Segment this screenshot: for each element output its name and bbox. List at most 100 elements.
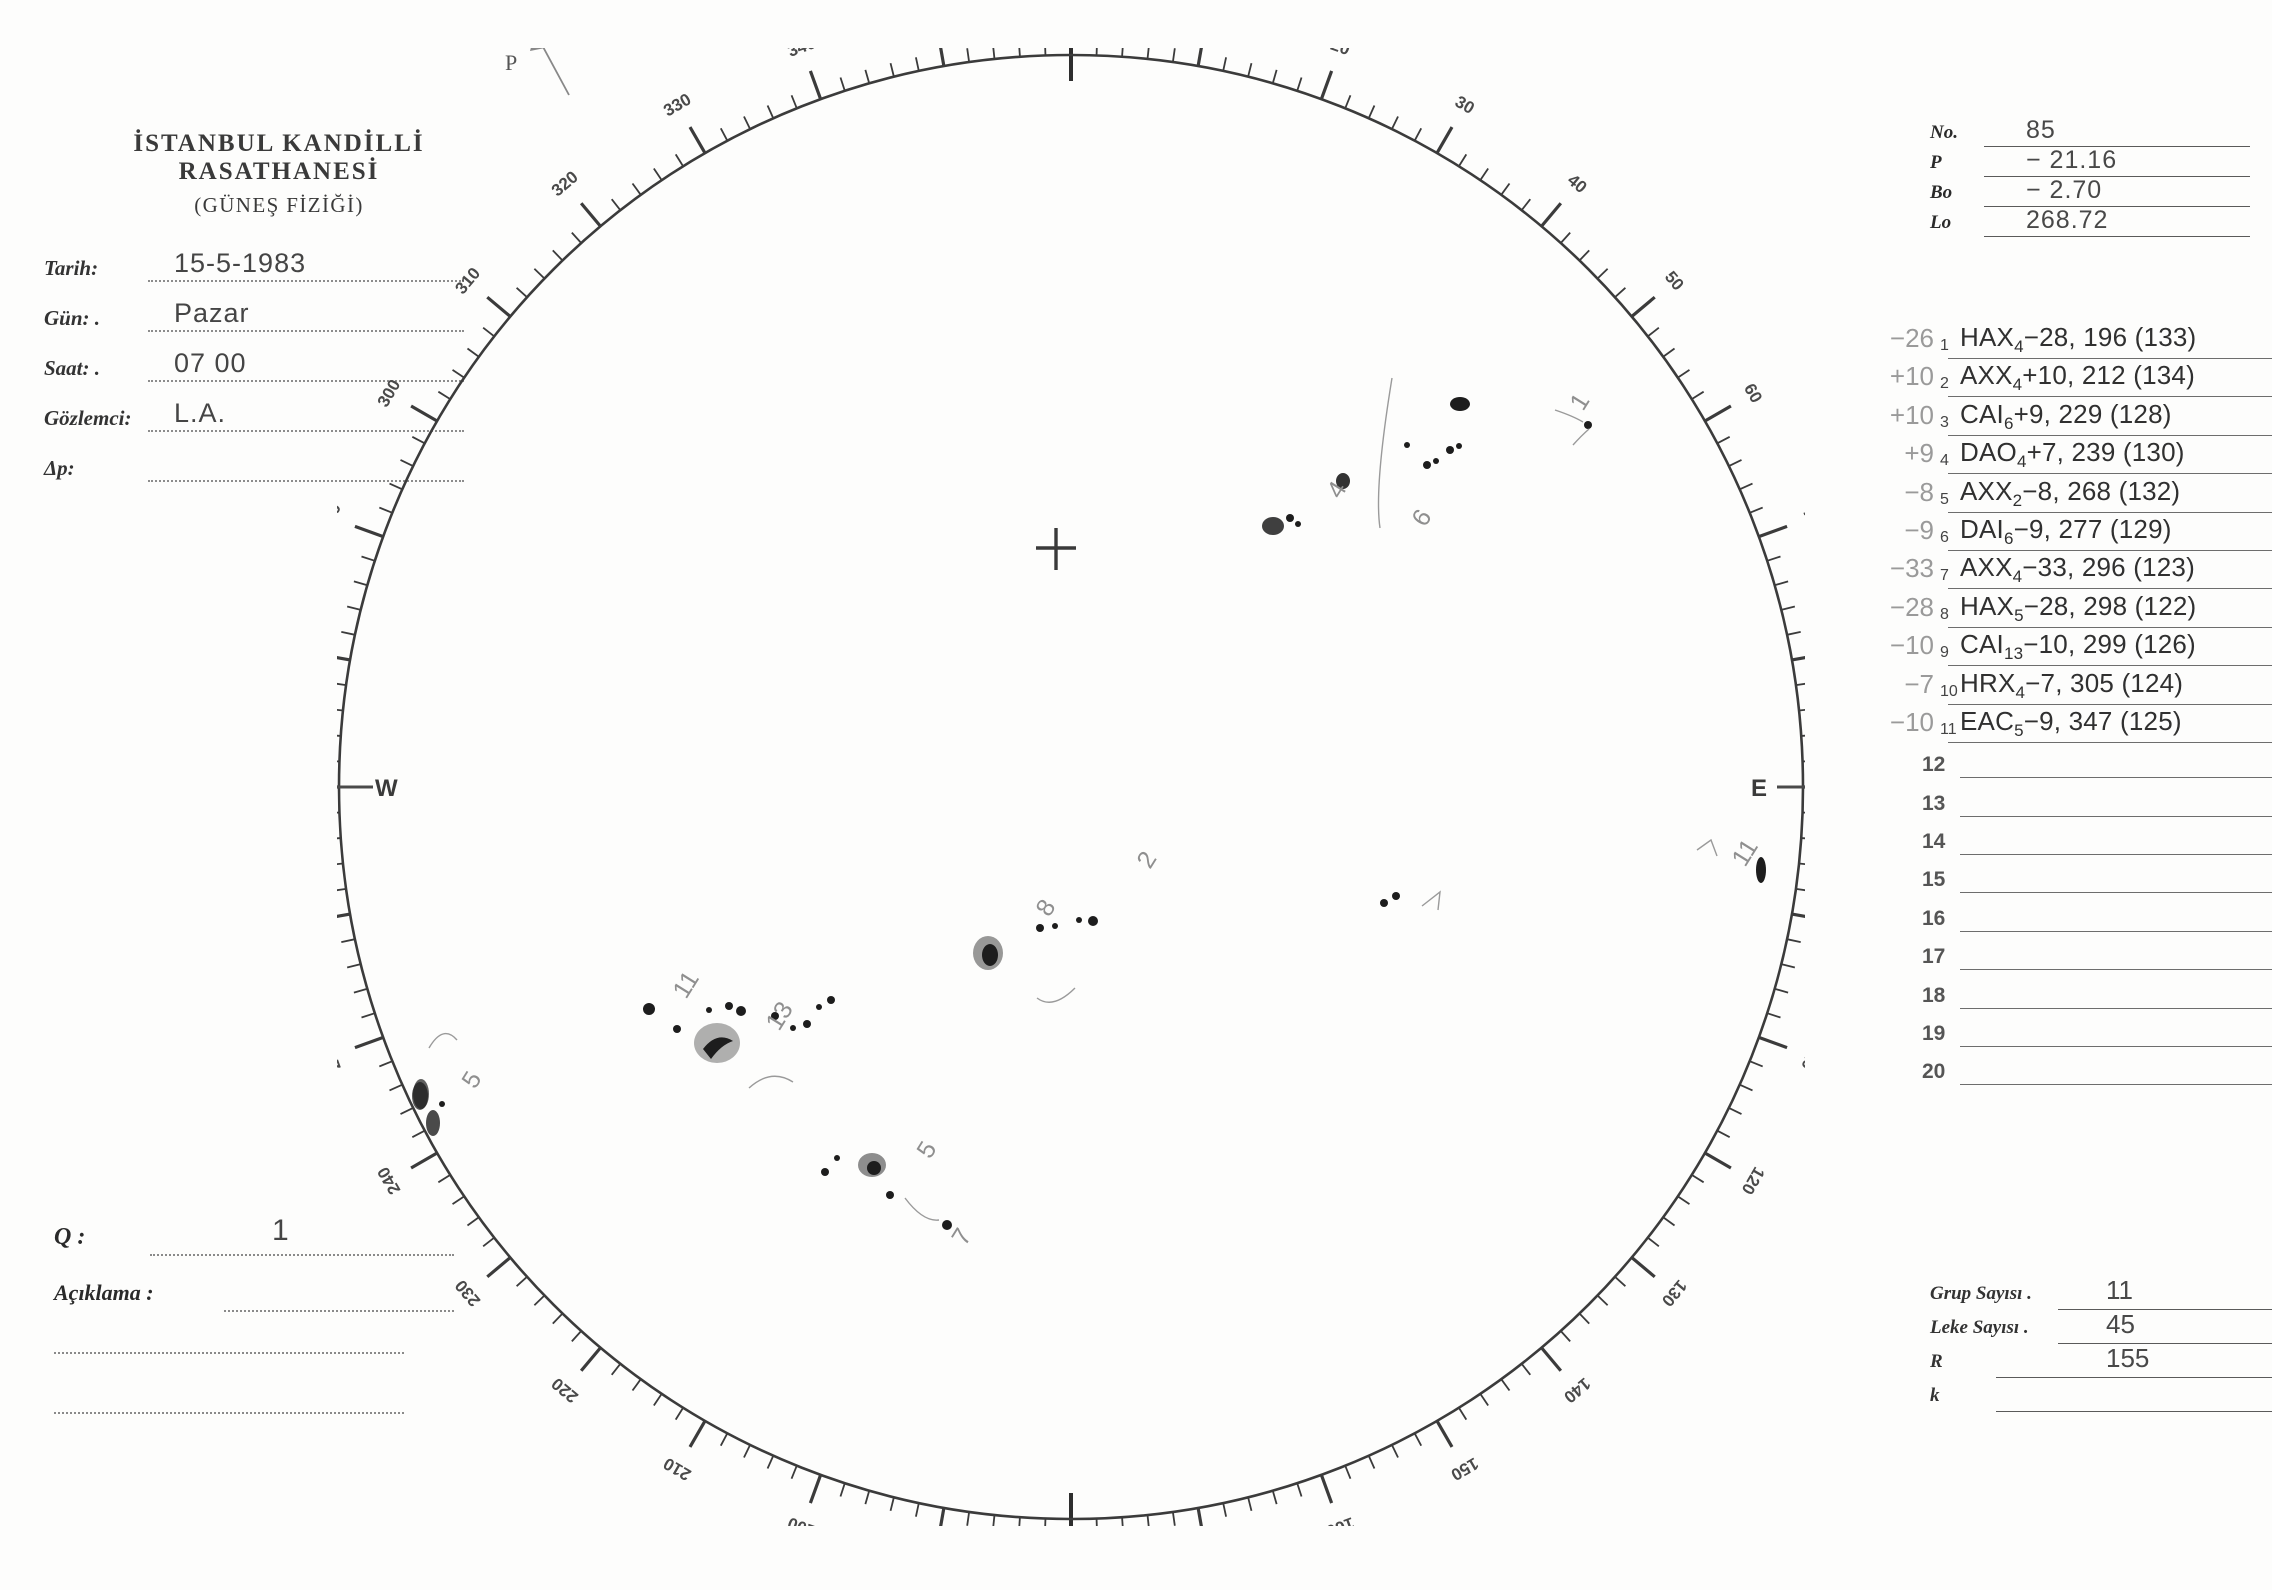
degree-tick	[1801, 734, 1805, 737]
degree-tick	[389, 1083, 403, 1092]
group-index: 14	[1922, 830, 1946, 854]
note-row: Açıklama :	[54, 1278, 454, 1322]
group-delta-p: −28	[1889, 591, 1934, 622]
degree-tick	[337, 887, 347, 892]
group-detail: HAX5−28, 298 (122)	[1960, 590, 2197, 625]
group-delta-p: +10	[1889, 399, 1934, 430]
group-rule	[1960, 892, 2272, 894]
group-rule	[1948, 511, 2272, 513]
field-label: Saat: .	[44, 356, 101, 380]
group-row-empty-18: 18	[1860, 978, 2272, 1016]
west-marker: W	[337, 775, 398, 802]
group-row-4: +9 4 DAO4+7, 239 (130)	[1860, 437, 2272, 478]
group-rule	[1948, 626, 2272, 628]
degree-tick	[437, 390, 451, 400]
summary-rule	[1996, 1377, 2272, 1378]
group-rule	[1948, 703, 2272, 705]
field-row-2: Gün: . Pazar	[44, 298, 464, 344]
group-mark-label-2-3: 2	[1131, 847, 1162, 874]
degree-tick	[1791, 655, 1805, 662]
limb-circle	[337, 53, 1805, 1521]
group-delta-p: −10	[1889, 630, 1934, 661]
degree-tick	[378, 1060, 393, 1068]
degree-tick	[466, 1216, 480, 1227]
degree-tick	[1795, 682, 1805, 687]
summary-row-1: Grup Sayısı . 11	[1930, 1275, 2272, 1314]
degree-tick	[361, 555, 376, 562]
degree-label-20: 20	[1328, 48, 1352, 59]
degree-tick	[1578, 249, 1590, 262]
degree-tick	[353, 580, 368, 587]
group-row-empty-14: 14	[1860, 824, 2272, 862]
sunspot-group-4	[1262, 473, 1350, 535]
degree-label-130: 130	[1658, 1276, 1691, 1310]
degree-tick	[1560, 1330, 1571, 1342]
degree-tick	[354, 1035, 384, 1050]
degree-tick	[1578, 1312, 1590, 1325]
group-index: 17	[1922, 945, 1946, 969]
degree-tick	[1739, 1083, 1753, 1092]
degree-label-40: 40	[1564, 170, 1591, 197]
group-detail: DAI6−9, 277 (129)	[1960, 513, 2172, 549]
degree-tick	[552, 1312, 564, 1325]
degree-tick	[1781, 963, 1796, 969]
parameter-row-Bo: Bo − 2.70	[1930, 176, 2250, 210]
degree-tick	[1647, 1236, 1660, 1247]
degree-tick	[839, 77, 846, 92]
degree-tick	[1614, 287, 1626, 298]
degree-label-330: 330	[660, 90, 694, 121]
parameter-value: − 2.70	[2026, 176, 2103, 204]
summary-rule	[2058, 1309, 2272, 1310]
summary-key: R	[1930, 1351, 1943, 1372]
degree-tick	[939, 1507, 946, 1526]
group-index: 1	[1940, 337, 1949, 354]
group-delta-p: −9	[1904, 514, 1934, 545]
degree-tick	[1146, 48, 1150, 60]
degree-tick	[1795, 887, 1805, 892]
sunspot-group-2	[1380, 890, 1441, 911]
degree-tick	[1171, 1511, 1176, 1526]
degree-tick	[1520, 1363, 1531, 1376]
summary-key: Grup Sayısı .	[1930, 1283, 2032, 1304]
degree-tick	[631, 1378, 642, 1392]
degree-label-230: 230	[451, 1276, 484, 1310]
field-value: L.A.	[174, 398, 227, 428]
degree-tick	[1018, 48, 1021, 57]
degree-label-210: 210	[660, 1454, 694, 1485]
group-index: 15	[1922, 868, 1946, 892]
degree-label-290: 290	[337, 501, 345, 534]
degree-tick	[337, 708, 344, 712]
field-row-5: Δp:	[44, 450, 464, 494]
field-value: 15-5-1983	[174, 248, 307, 278]
degree-tick	[766, 105, 775, 119]
west-label: W	[375, 775, 398, 802]
degree-tick	[790, 1465, 798, 1480]
group-rule	[1948, 549, 2272, 551]
note-rule-2	[54, 1352, 404, 1354]
degree-tick	[466, 347, 480, 358]
field-row-4: Gözlemci: L.A.	[44, 398, 464, 444]
summary-row-3: R 155	[1930, 1343, 2272, 1382]
degree-tick	[1500, 1378, 1511, 1392]
group-index: 5	[1940, 490, 1949, 508]
degree-tick	[1319, 1474, 1334, 1504]
group-mark-label-5-8: 5	[456, 1067, 487, 1094]
degree-tick	[1791, 912, 1805, 919]
degree-tick	[1781, 605, 1796, 611]
degree-tick	[1121, 48, 1124, 57]
summary-panel: Grup Sayısı . 11 Leke Sayısı . 45 R 155 k	[1930, 1275, 2272, 1416]
group-row-empty-19: 19	[1860, 1016, 2272, 1054]
degree-tick	[346, 605, 361, 611]
degree-tick	[1296, 77, 1303, 92]
degree-label-320: 320	[548, 167, 582, 200]
group-rule	[1960, 1084, 2272, 1086]
sunspot-group-5-lower	[821, 1153, 940, 1221]
group-delta-p: −33	[1889, 553, 1934, 584]
degree-tick	[631, 182, 642, 196]
degree-tick	[1801, 837, 1805, 840]
summary-value: 155	[2106, 1343, 2150, 1373]
group-index: 18	[1922, 983, 1946, 1007]
sunspot-group-list: −26 1 HAX4−28, 196 (133) +10 2 AXX4+10, 212 (…	[1860, 322, 2272, 1093]
group-index: 8	[1940, 605, 1949, 623]
